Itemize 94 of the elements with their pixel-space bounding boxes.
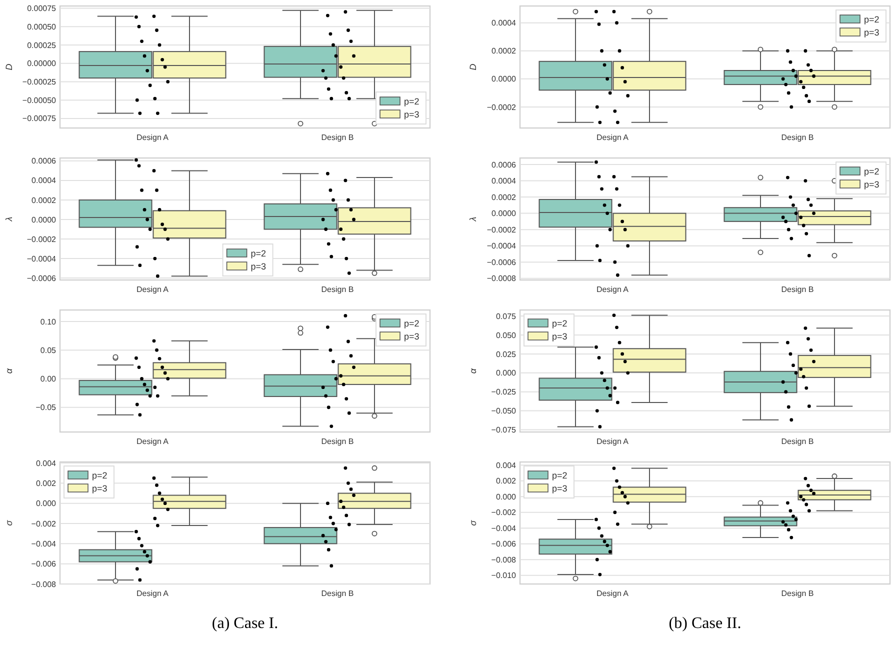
y-tick-label: −0.0002 xyxy=(26,234,57,244)
legend-label: p=3 xyxy=(92,484,108,494)
y-tick-label: −0.010 xyxy=(491,571,517,580)
y-tick-label: 0.0000 xyxy=(492,209,517,218)
y-tick-label: −0.025 xyxy=(491,388,517,397)
text: (a) Case I. xyxy=(212,615,278,632)
y-axis-title: λ xyxy=(4,216,14,222)
legend-label: p=2 xyxy=(404,318,420,328)
y-tick-label: −0.0004 xyxy=(26,254,57,264)
y-tick-label: −0.002 xyxy=(31,519,57,528)
x-tick-label: Design A xyxy=(136,133,170,142)
y-tick-label: 0.004 xyxy=(496,460,517,470)
y-tick-label: 0.0006 xyxy=(32,156,57,166)
y-tick-label: 0.025 xyxy=(496,350,517,359)
y-tick-label: 0.00000 xyxy=(27,59,57,68)
x-tick-label: Design A xyxy=(596,285,630,294)
y-tick-label: 0.0000 xyxy=(492,74,517,84)
y-tick-label: 0.004 xyxy=(36,458,57,468)
legend-label: p=2 xyxy=(864,14,880,24)
y-tick-label: 0.000 xyxy=(496,368,517,378)
x-tick-label: Design A xyxy=(596,589,630,598)
y-tick-label: 0.000 xyxy=(496,492,517,502)
legend-label: p=3 xyxy=(864,28,880,38)
y-axis-title: α xyxy=(4,368,14,374)
y-tick-label: 0.050 xyxy=(496,330,517,340)
x-tick-label: Design A xyxy=(136,437,170,446)
legend-label: p=2 xyxy=(552,318,568,328)
y-tick-label: 0.00025 xyxy=(27,40,57,50)
y-tick-label: −0.0002 xyxy=(486,102,517,112)
y-tick-label: −0.075 xyxy=(491,426,517,435)
y-tick-label: −0.008 xyxy=(31,580,57,589)
y-tick-label: −0.006 xyxy=(491,540,517,549)
legend-label: p=3 xyxy=(404,110,420,120)
y-tick-label: 0.0004 xyxy=(492,176,517,186)
text: (b) Case II. xyxy=(668,615,742,632)
y-tick-label: −0.0004 xyxy=(486,242,517,251)
y-axis-title: α xyxy=(468,368,478,374)
legend-label: p=3 xyxy=(552,484,568,494)
legend-label: p=2 xyxy=(552,470,568,480)
x-tick-label: Design A xyxy=(596,133,630,142)
legend-label: p=2 xyxy=(404,96,420,106)
legend-label: p=3 xyxy=(552,332,568,342)
x-tick-label: Design B xyxy=(321,589,354,598)
x-tick-label: Design A xyxy=(136,589,170,598)
x-tick-label: Design B xyxy=(321,133,354,142)
legend-label: p=2 xyxy=(250,248,266,258)
x-tick-label: Design B xyxy=(781,589,814,598)
y-tick-label: −0.050 xyxy=(491,406,517,416)
x-tick-label: Design B xyxy=(781,437,814,446)
y-tick-label: 0.10 xyxy=(40,317,57,326)
x-tick-label: Design B xyxy=(781,133,814,142)
y-axis-title: σ xyxy=(468,520,478,526)
y-tick-label: 0.00075 xyxy=(27,4,57,14)
x-tick-label: Design B xyxy=(321,437,354,446)
y-axis-title: D xyxy=(468,63,478,70)
y-tick-label: 0.075 xyxy=(496,312,517,321)
y-tick-label: 0.00050 xyxy=(27,22,57,32)
y-tick-label: 0.00 xyxy=(40,374,57,384)
y-tick-label: −0.0006 xyxy=(486,258,517,267)
y-axis-title: σ xyxy=(4,520,14,526)
y-tick-label: −0.004 xyxy=(31,539,57,548)
legend-label: p=3 xyxy=(250,262,266,272)
x-tick-label: Design A xyxy=(136,285,170,294)
y-tick-label: −0.05 xyxy=(36,403,57,412)
y-tick-label: 0.0004 xyxy=(32,176,57,186)
y-tick-label: −0.00025 xyxy=(22,78,57,86)
y-tick-label: 0.000 xyxy=(36,499,57,508)
y-tick-label: −0.002 xyxy=(491,508,517,518)
x-tick-label: Design B xyxy=(781,285,814,294)
legend-label: p=2 xyxy=(92,470,108,480)
y-tick-label: −0.00075 xyxy=(22,114,57,124)
y-tick-label: 0.05 xyxy=(40,346,57,355)
y-tick-label: −0.00050 xyxy=(22,96,57,105)
legend-label: p=2 xyxy=(864,166,880,176)
legend-label: p=3 xyxy=(404,332,420,342)
y-tick-label: 0.0002 xyxy=(32,196,57,205)
y-axis-title: D xyxy=(4,63,14,70)
y-tick-label: 0.002 xyxy=(496,476,517,486)
y-tick-label: −0.0002 xyxy=(486,225,517,234)
y-tick-label: −0.0006 xyxy=(26,274,57,283)
y-tick-label: 0.0004 xyxy=(492,18,517,28)
y-tick-label: −0.006 xyxy=(31,560,57,569)
y-tick-label: 0.0002 xyxy=(492,192,517,202)
y-tick-label: 0.0002 xyxy=(492,46,517,56)
y-axis-title: λ xyxy=(468,216,478,222)
y-tick-label: 0.0000 xyxy=(32,215,57,224)
y-tick-label: 0.0006 xyxy=(492,160,517,170)
y-tick-label: −0.008 xyxy=(491,555,517,564)
y-tick-label: 0.002 xyxy=(36,478,57,488)
x-tick-label: Design B xyxy=(321,285,354,294)
y-tick-label: −0.004 xyxy=(491,524,517,533)
y-tick-label: −0.0008 xyxy=(486,274,517,284)
x-tick-label: Design A xyxy=(596,437,630,446)
legend-label: p=3 xyxy=(864,180,880,190)
